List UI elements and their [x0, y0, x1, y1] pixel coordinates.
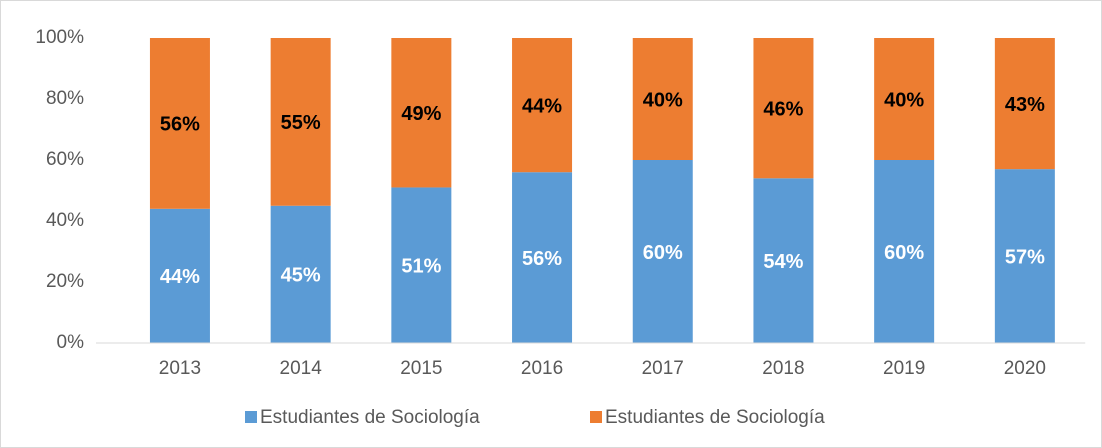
bar-segment: [391, 38, 452, 188]
data-label: 60%: [643, 242, 683, 264]
data-label: 45%: [281, 265, 321, 287]
x-tick-label: 2020: [1004, 358, 1046, 379]
bar-segment: [753, 178, 814, 343]
y-tick-label: 60%: [46, 149, 84, 170]
x-tick-label: 2018: [762, 358, 804, 379]
x-tick-label: 2015: [400, 358, 442, 379]
bar-segment: [391, 187, 452, 343]
bar-segment: [874, 160, 935, 343]
bar-segment: [149, 38, 210, 209]
bar-segment: [874, 38, 935, 160]
bar-segment: [512, 38, 573, 173]
legend-swatch: [590, 411, 602, 423]
y-tick-label: 0%: [57, 332, 85, 353]
bar-segment: [753, 38, 814, 179]
data-label: 43%: [1005, 94, 1045, 116]
data-label: 60%: [884, 242, 924, 264]
legend-label: Estudiantes de Sociología: [260, 407, 480, 428]
bar-segment: [632, 160, 693, 343]
data-label: 51%: [401, 256, 441, 278]
data-label: 44%: [522, 95, 562, 117]
data-label: 55%: [281, 112, 321, 134]
data-label: 54%: [763, 251, 803, 273]
y-tick-label: 40%: [46, 210, 84, 231]
legend-swatch: [245, 411, 257, 423]
x-tick-label: 2013: [159, 358, 201, 379]
bar-segment: [512, 172, 573, 343]
bar-segment: [270, 38, 331, 206]
data-label: 44%: [160, 266, 200, 288]
data-label: 56%: [160, 114, 200, 136]
bar-segment: [149, 208, 210, 343]
x-tick-label: 2014: [280, 358, 323, 379]
bar-segment: [994, 169, 1055, 343]
y-tick-label: 100%: [35, 27, 84, 48]
y-tick-label: 80%: [46, 88, 84, 109]
x-tick-label: 2017: [642, 358, 684, 379]
bar-segment: [994, 38, 1055, 170]
x-tick-label: 2016: [521, 358, 563, 379]
data-label: 46%: [763, 98, 803, 120]
x-tick-label: 2019: [883, 358, 925, 379]
bar-segment: [270, 205, 331, 343]
data-label: 57%: [1005, 246, 1045, 268]
data-label: 40%: [643, 89, 683, 111]
data-label: 49%: [401, 103, 441, 125]
legend-label: Estudiantes de Sociología: [605, 407, 825, 428]
y-tick-label: 20%: [46, 271, 84, 292]
bar-segment: [632, 38, 693, 160]
data-label: 56%: [522, 248, 562, 270]
data-label: 40%: [884, 89, 924, 111]
